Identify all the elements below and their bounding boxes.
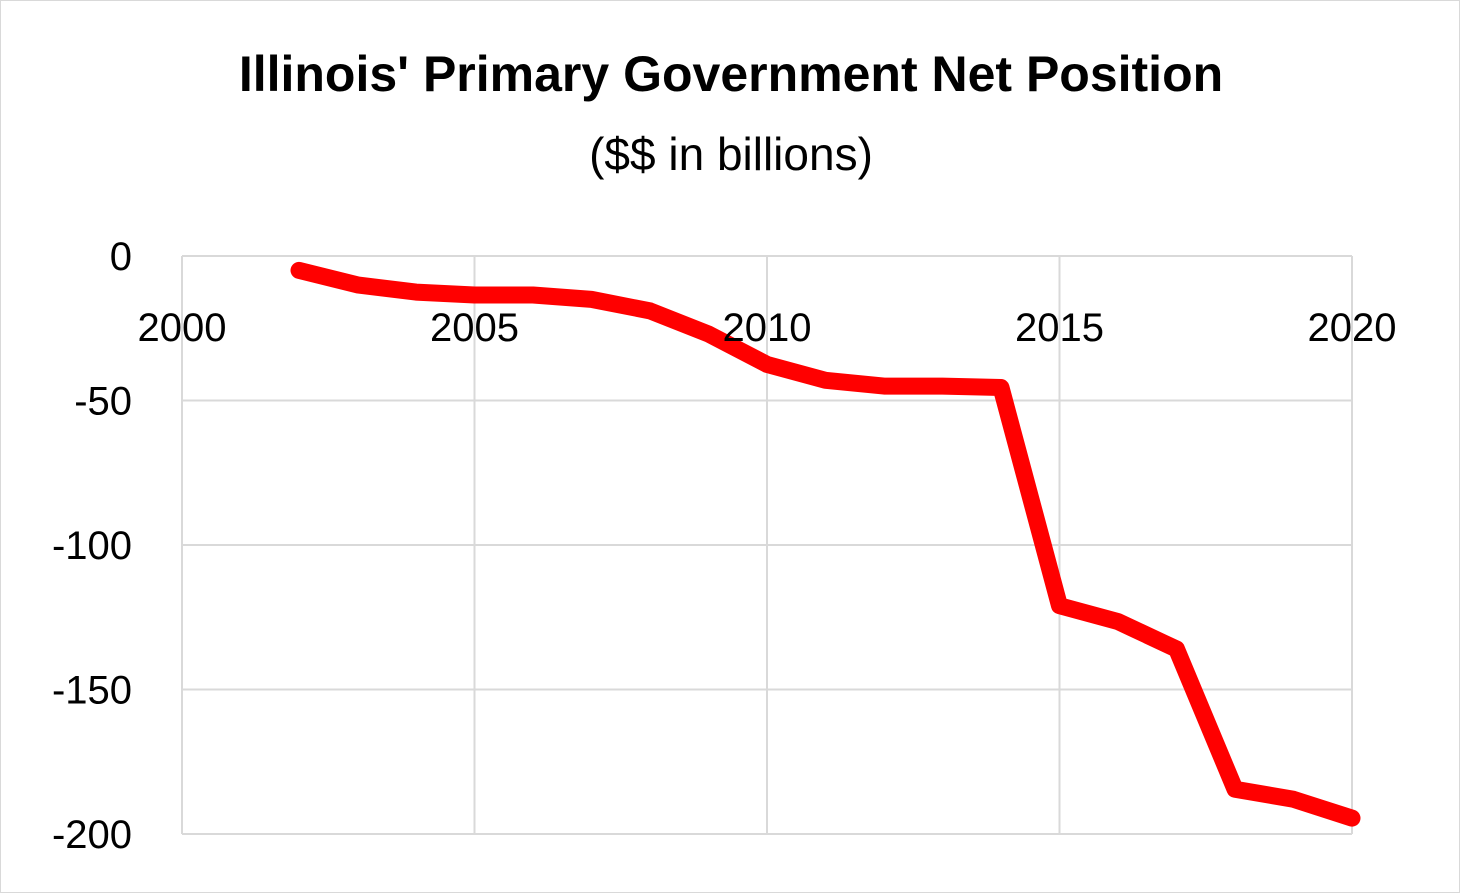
x-tick-label: 2015: [1015, 306, 1104, 350]
gridlines: [182, 256, 1353, 835]
series-layer: [290, 261, 1361, 827]
x-tick-label: 2010: [723, 306, 812, 350]
axes: [181, 255, 1352, 834]
chart-subtitle: ($$ in billions): [589, 128, 873, 180]
x-tick-label: 2020: [1308, 306, 1397, 350]
y-tick-label: 0: [110, 235, 132, 279]
y-tick-label: -150: [52, 669, 132, 713]
x-tick-label: 2000: [138, 306, 227, 350]
y-tick-label: -100: [52, 524, 132, 568]
x-tick-label: 2005: [430, 306, 519, 350]
chart-title: Illinois' Primary Government Net Positio…: [238, 46, 1224, 102]
y-tick-label: -50: [74, 380, 132, 424]
tick-labels: 0 -50 -100 -150 -200 2000 2005 2010 2015 2020: [52, 235, 1397, 857]
y-tick-label: -200: [52, 813, 132, 857]
